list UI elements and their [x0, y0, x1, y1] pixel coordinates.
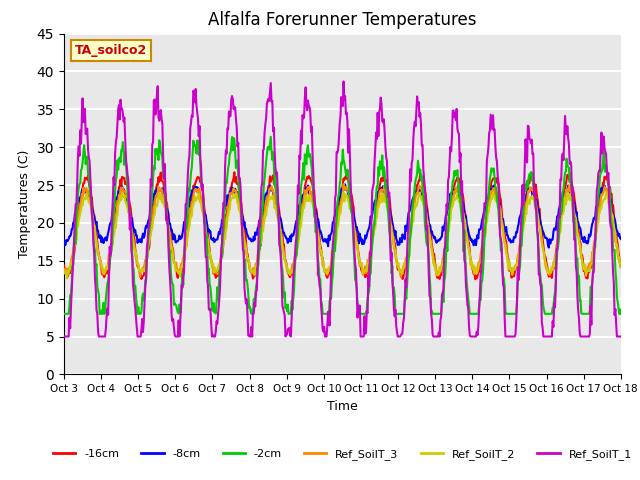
Title: Alfalfa Forerunner Temperatures: Alfalfa Forerunner Temperatures — [208, 11, 477, 29]
Legend: -16cm, -8cm, -2cm, Ref_SoilT_3, Ref_SoilT_2, Ref_SoilT_1: -16cm, -8cm, -2cm, Ref_SoilT_3, Ref_Soil… — [49, 444, 636, 464]
Text: TA_soilco2: TA_soilco2 — [75, 44, 147, 57]
Y-axis label: Temperatures (C): Temperatures (C) — [18, 150, 31, 258]
X-axis label: Time: Time — [327, 400, 358, 413]
